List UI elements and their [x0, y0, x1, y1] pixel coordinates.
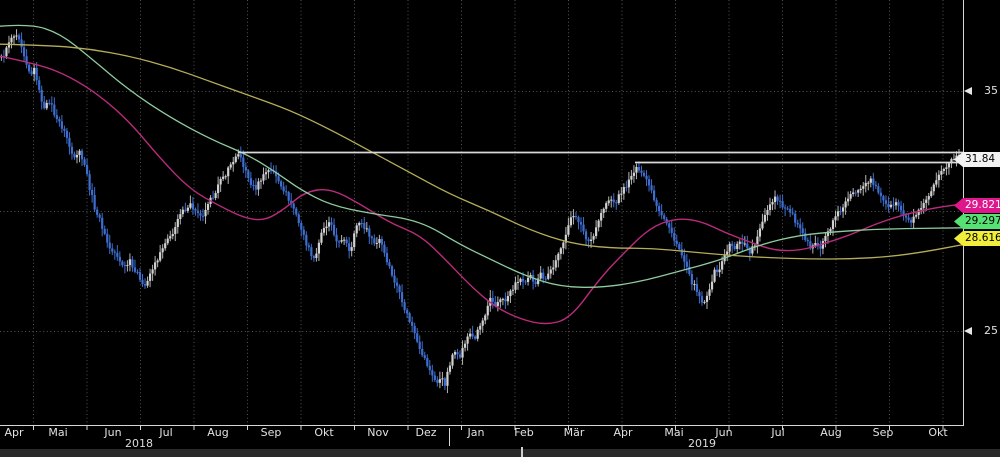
gridlines [0, 0, 963, 425]
ma-fast-price-value: 29.821 [965, 199, 1000, 211]
x-axis-month-label: Jul [159, 426, 173, 439]
x-axis-month-label: Jun [715, 426, 733, 439]
x-axis-month-label: Jan [467, 426, 485, 439]
ma-slow-price-value: 28.616 [965, 232, 1000, 244]
x-axis-month-label: Dez [415, 426, 437, 439]
x-axis-month-label: Okt [314, 426, 334, 439]
resistance-price-value: 31.84 [965, 153, 996, 165]
x-axis-month-label: Aug [820, 426, 842, 439]
y-axis-tick-arrow [964, 87, 972, 95]
axis-frame [0, 0, 972, 446]
y-axis-tick-arrow [964, 327, 972, 335]
x-axis-year-label: 2019 [688, 437, 716, 450]
scrollbar-notch [521, 447, 523, 457]
x-axis-month-label: Aug [207, 426, 229, 439]
y-axis-tick-label: 25 [984, 324, 998, 337]
x-axis-month-label: Feb [514, 426, 534, 439]
x-axis-year-label: 2018 [125, 437, 153, 450]
x-axis-month-label: Nov [367, 426, 389, 439]
resistance-lines [238, 151, 963, 164]
x-axis-month-label: Jun [104, 426, 122, 439]
x-axis-month-label: Okt [928, 426, 948, 439]
ma-slow-yellow [0, 43, 963, 260]
x-axis-month-label: Mai [664, 426, 684, 439]
x-axis-month-label: Mär [563, 426, 585, 439]
x-axis-month-label: Sep [260, 426, 282, 439]
ma-fast-magenta [0, 55, 963, 325]
ma-mid-green [0, 24, 963, 288]
resistance-price-tag: 31.84 [954, 152, 1000, 167]
moving-average-lines [0, 24, 963, 325]
x-axis-month-label: Sep [872, 426, 894, 439]
x-axis-month-label: Apr [4, 426, 24, 439]
x-axis-month-label: Apr [613, 426, 633, 439]
ma-slow-price-tag: 28.616 [954, 231, 1000, 246]
ma-fast-price-tag: 29.821 [954, 198, 1000, 213]
x-axis-month-label: Mai [48, 426, 68, 439]
bottom-scrollbar[interactable] [0, 447, 1000, 457]
ma-mid-price-value: 29.297 [965, 215, 1000, 227]
y-axis-tick-label: 35 [984, 84, 998, 97]
x-axis-month-label: Jul [771, 426, 785, 439]
ma-mid-price-tag: 29.297 [954, 214, 1000, 229]
candlesticks [0, 29, 963, 394]
